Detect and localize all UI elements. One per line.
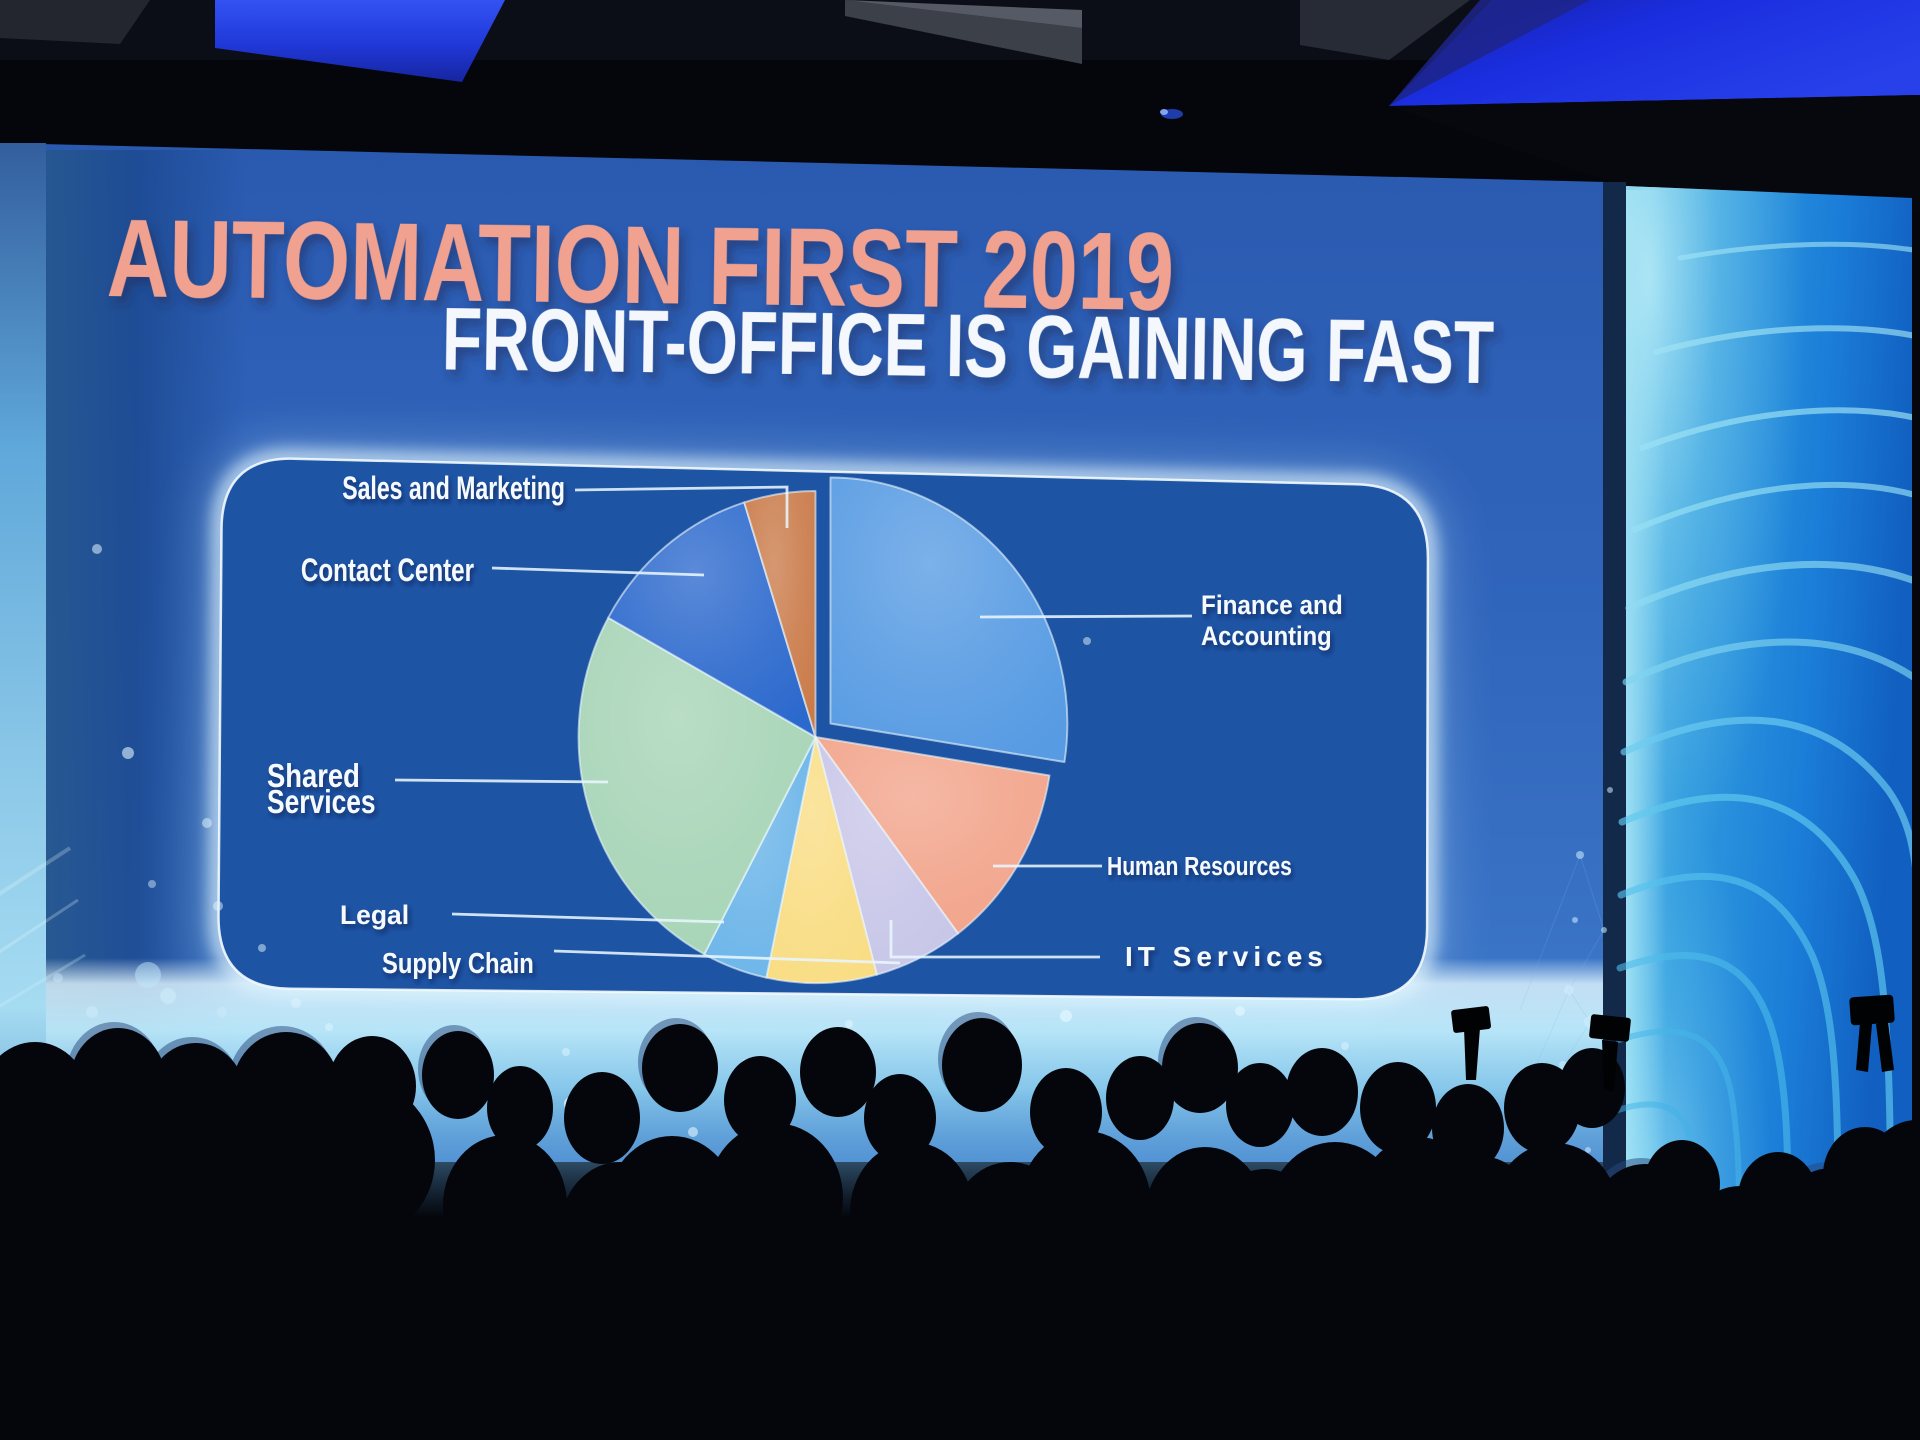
svg-text:Services: Services bbox=[267, 784, 376, 820]
svg-text:FRONT-OFFICE IS GAINING FAST: FRONT-OFFICE IS GAINING FAST bbox=[441, 288, 1494, 402]
svg-text:Sales and Marketing: Sales and Marketing bbox=[342, 470, 565, 506]
svg-text:IT Services: IT Services bbox=[1125, 941, 1328, 972]
svg-text:Finance and: Finance and bbox=[1201, 591, 1343, 620]
svg-text:Contact Center: Contact Center bbox=[301, 553, 474, 589]
svg-text:Legal: Legal bbox=[340, 900, 409, 930]
svg-text:Shared: Shared bbox=[267, 759, 360, 795]
svg-text:Accounting: Accounting bbox=[1201, 622, 1332, 652]
svg-text:Supply Chain: Supply Chain bbox=[382, 947, 534, 980]
svg-text:Human Resources: Human Resources bbox=[1107, 853, 1292, 882]
svg-text:AUTOMATION FIRST 2019: AUTOMATION FIRST 2019 bbox=[106, 197, 1175, 334]
